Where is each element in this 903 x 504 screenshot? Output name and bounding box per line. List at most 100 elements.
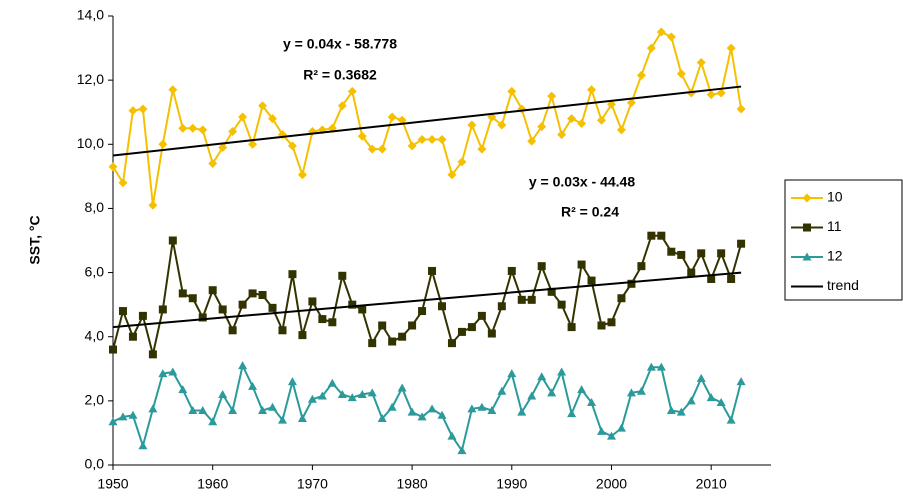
marker	[507, 369, 517, 378]
marker	[636, 386, 646, 395]
marker	[646, 362, 656, 371]
marker	[527, 391, 537, 400]
marker	[802, 193, 812, 203]
marker	[547, 388, 557, 397]
marker	[686, 396, 696, 405]
marker	[427, 134, 437, 144]
marker	[188, 123, 198, 133]
x-tick-label: 1950	[97, 476, 128, 492]
marker	[736, 377, 746, 386]
marker	[726, 415, 736, 424]
marker	[188, 405, 198, 414]
marker	[427, 404, 437, 413]
marker	[457, 446, 467, 455]
marker	[637, 262, 646, 271]
marker	[497, 386, 507, 395]
y-tick-label: 10,0	[77, 135, 104, 151]
marker	[577, 260, 586, 269]
marker	[737, 239, 746, 248]
marker	[696, 58, 706, 68]
x-tick-label: 1960	[197, 476, 228, 492]
marker	[368, 339, 377, 348]
marker	[118, 178, 128, 188]
legend-label: 10	[827, 189, 843, 205]
marker	[287, 141, 297, 151]
marker	[676, 407, 686, 416]
marker	[108, 417, 118, 426]
marker	[467, 323, 476, 332]
marker	[547, 91, 557, 101]
marker	[347, 86, 357, 96]
marker	[687, 268, 696, 277]
marker	[337, 101, 347, 111]
marker	[537, 262, 546, 271]
marker	[457, 157, 467, 167]
marker	[497, 302, 506, 311]
marker	[567, 323, 576, 332]
marker	[697, 249, 706, 258]
marker	[567, 114, 577, 124]
marker	[736, 104, 746, 114]
marker	[168, 367, 178, 376]
marker	[168, 85, 178, 95]
marker	[417, 134, 427, 144]
marker	[277, 415, 287, 424]
marker	[803, 223, 811, 232]
marker	[347, 393, 357, 402]
marker	[587, 397, 597, 406]
marker	[438, 302, 446, 311]
y-tick-label: 12,0	[77, 71, 104, 87]
marker	[657, 231, 666, 240]
marker	[108, 162, 118, 172]
marker	[198, 125, 208, 135]
marker	[437, 410, 447, 419]
marker	[557, 300, 566, 309]
marker	[706, 393, 716, 402]
marker	[218, 389, 228, 398]
marker	[238, 112, 248, 122]
marker	[477, 402, 487, 411]
marker	[587, 85, 597, 95]
series-line	[112, 30, 743, 206]
marker	[417, 412, 427, 421]
marker	[298, 331, 307, 340]
marker	[158, 305, 167, 314]
marker	[656, 27, 666, 37]
marker	[537, 372, 547, 381]
marker	[168, 236, 177, 245]
marker	[616, 125, 626, 135]
marker	[727, 274, 736, 283]
legend-label: trend	[827, 277, 859, 293]
marker	[617, 294, 626, 303]
series-line	[112, 362, 743, 454]
trend-r2: R² = 0.3682	[303, 67, 377, 83]
marker	[656, 362, 666, 371]
marker	[507, 266, 516, 275]
marker	[258, 101, 268, 111]
marker	[706, 90, 716, 100]
marker	[228, 326, 237, 335]
marker	[447, 170, 457, 180]
marker	[128, 106, 138, 116]
marker	[676, 69, 686, 79]
marker	[367, 388, 377, 397]
marker	[248, 289, 257, 298]
marker	[218, 142, 228, 152]
marker	[487, 329, 496, 338]
marker	[557, 367, 567, 376]
marker	[666, 405, 676, 414]
marker	[268, 303, 277, 312]
marker	[109, 345, 117, 354]
marker	[367, 144, 377, 154]
marker	[457, 327, 466, 336]
trend-equation: y = 0.04x - 58.778	[283, 36, 397, 52]
y-tick-label: 8,0	[85, 199, 105, 215]
marker	[497, 120, 507, 130]
legend-label: 12	[827, 248, 843, 264]
y-tick-label: 0,0	[85, 456, 105, 472]
marker	[537, 122, 547, 132]
marker	[487, 405, 497, 414]
marker	[627, 279, 636, 288]
marker	[447, 339, 456, 348]
